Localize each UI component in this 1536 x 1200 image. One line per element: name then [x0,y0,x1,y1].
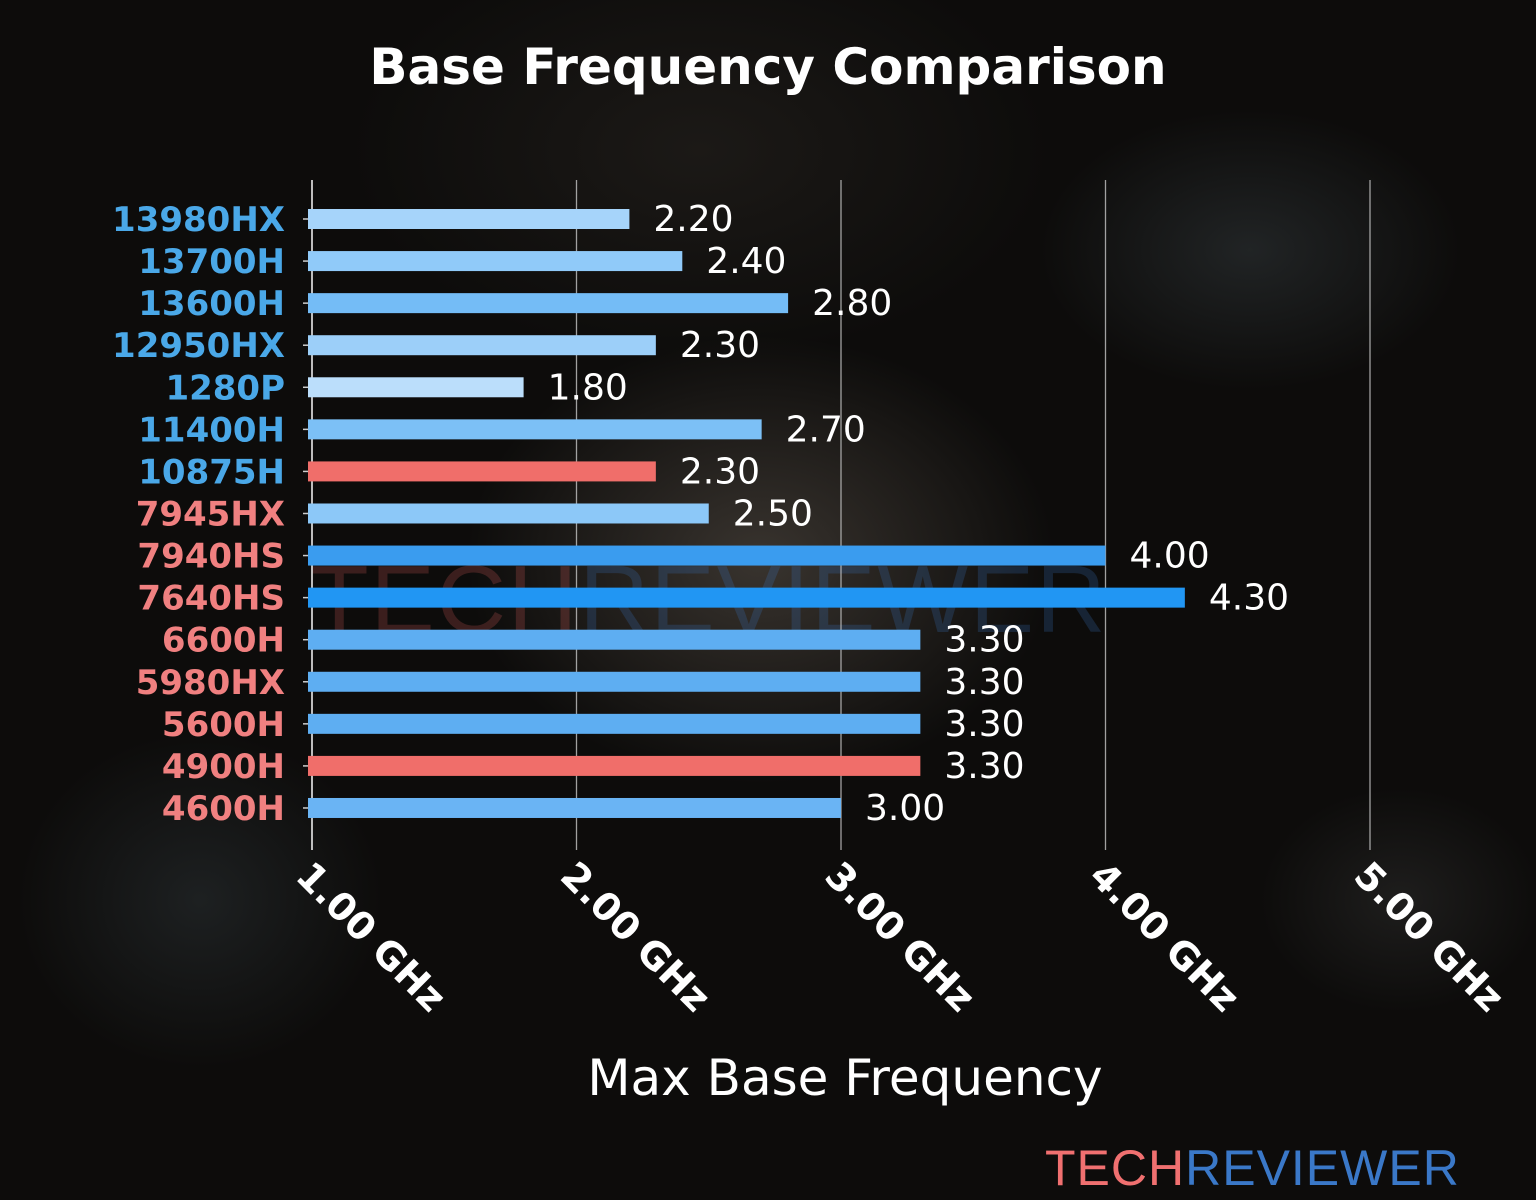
category-label: 5980HX [136,663,285,703]
bar [308,545,1106,566]
chart-title: Base Frequency Comparison [369,38,1166,96]
bar [308,461,656,482]
x-tick-label: 3.00 GHz [817,853,984,1020]
value-label: 2.30 [680,325,760,366]
value-label: 3.30 [944,746,1024,787]
value-label: 2.20 [653,199,733,240]
bar [308,797,841,818]
bar [308,251,683,272]
x-tick-label: 2.00 GHz [552,853,719,1020]
value-label: 2.80 [812,283,892,324]
value-label: 2.40 [706,241,786,282]
value-label: 2.70 [786,409,866,450]
category-label: 12950HX [112,326,285,366]
bar [308,587,1185,608]
value-label: 3.30 [944,662,1024,703]
bar [308,419,762,440]
brand-logo: TECHREVIEWER [1045,1140,1460,1196]
value-label: 3.30 [944,620,1024,661]
value-label: 3.30 [944,704,1024,745]
value-label: 2.50 [733,493,813,534]
x-tick-label: 5.00 GHz [1346,853,1513,1020]
category-label: 4900H [162,747,285,787]
bar [308,377,524,398]
category-label: 5600H [162,705,285,745]
category-label: 13700H [138,242,285,282]
bar [308,755,921,776]
x-tick-label: 1.00 GHz [288,853,455,1020]
x-tick-label: 4.00 GHz [1081,853,1248,1020]
value-label: 4.30 [1209,578,1289,619]
category-label: 11400H [138,410,285,450]
bar [308,503,709,524]
bar [308,293,789,314]
bar [308,629,921,650]
category-label: 4600H [162,789,285,829]
bar [308,671,921,692]
category-label: 6600H [162,621,285,661]
category-label: 7940HS [137,537,285,577]
category-label: 7640HS [137,579,285,619]
value-label: 1.80 [548,367,628,408]
value-label: 4.00 [1130,536,1210,577]
value-label: 3.00 [865,788,945,829]
category-label: 10875H [138,452,285,492]
category-label: 7945HX [136,494,285,534]
category-label: 13600H [138,284,285,324]
x-axis-label: Max Base Frequency [587,1049,1102,1107]
bar [308,713,921,734]
category-label: 13980HX [112,200,285,240]
svg-text:TECHREVIEWER: TECHREVIEWER [1045,1140,1460,1196]
value-label: 2.30 [680,451,760,492]
bar [308,335,656,356]
bar [308,209,630,229]
category-label: 1280P [165,368,285,408]
